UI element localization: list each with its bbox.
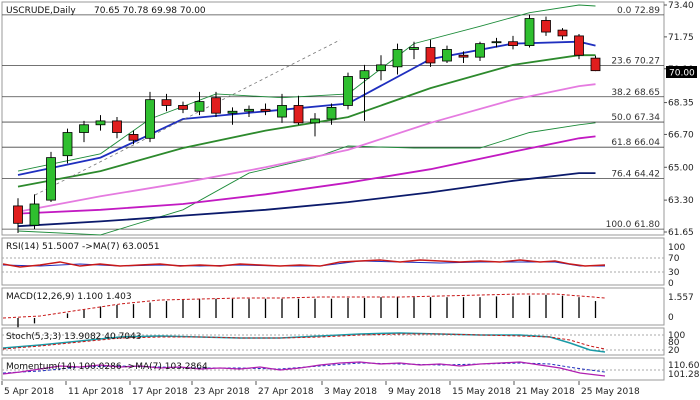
candle-body-23 [392, 49, 403, 68]
candle-body-21 [359, 70, 370, 79]
date-label-4: 27 Apr 2018 [258, 387, 314, 397]
date-label-9: 25 May 2018 [581, 387, 640, 397]
rsi-panel-frame [1, 237, 665, 286]
candle-body-17 [293, 105, 304, 124]
fib-levels: 0.0 72.89 23.6 70.27 38.2 68.65 50.0 67.34 6… [2, 6, 664, 230]
candle-body-10 [178, 105, 188, 110]
candle-body-15 [260, 108, 271, 112]
price-tick-7: 61.65 [668, 228, 694, 238]
candle-body-2 [46, 157, 56, 201]
moving-average-4 [17, 172, 596, 228]
candle-body-1 [29, 203, 40, 226]
date-label-0: 5 Apr 2018 [4, 387, 54, 397]
candle-body-22 [376, 64, 386, 72]
rsi-label: RSI(14) 51.5007 ->MA(7) 63.0051 [6, 242, 160, 252]
candle-body-29 [491, 41, 502, 44]
momentum-tick-top: 110.6096 [668, 361, 700, 371]
candle-body-19 [326, 106, 337, 120]
date-label-6: 9 May 2018 [388, 387, 441, 397]
moving-average-1 [17, 54, 596, 188]
fib-label-6: 100.0 61.80 [606, 220, 661, 230]
stoch-label: Stoch(5,3,3) 13.9082 40.7043 [6, 332, 141, 342]
price-tick-6: 63.30 [668, 196, 694, 206]
candles [13, 14, 601, 233]
date-label-8: 21 May 2018 [516, 387, 575, 397]
fib-label-2: 38.2 68.65 [611, 88, 660, 98]
date-label-3: 23 Apr 2018 [194, 387, 250, 397]
price-tick-5: 65.00 [668, 163, 694, 173]
candle-body-18 [310, 118, 320, 124]
candle-body-13 [227, 110, 238, 114]
date-label-2: 17 Apr 2018 [132, 387, 188, 397]
stoch-tick-100: 100 [668, 331, 685, 341]
candle-body-0 [13, 205, 23, 224]
candle-body-11 [194, 101, 205, 112]
candle-body-28 [475, 43, 485, 58]
symbol-label: USCRUDE,Daily [6, 6, 76, 16]
rsi-tick-30: 30 [668, 268, 680, 278]
candle-body-35 [590, 57, 601, 72]
moving-average-2 [17, 83, 596, 213]
price-tick-4: 66.70 [668, 130, 694, 140]
candle-body-16 [277, 105, 287, 118]
macd-histogram [17, 294, 597, 328]
candle-body-8 [145, 99, 155, 139]
rsi-tick-0: 0 [668, 279, 674, 289]
candle-body-3 [62, 132, 73, 157]
candle-body-25 [425, 47, 436, 64]
candle-body-30 [508, 41, 518, 46]
moving-average-3 [17, 135, 596, 215]
candle-body-24 [409, 47, 419, 50]
stoch-d-line [2, 333, 606, 350]
fib-label-4: 61.8 66.04 [611, 138, 660, 148]
momentum-line [2, 361, 606, 377]
candle-body-34 [574, 35, 584, 56]
candle-body-4 [79, 124, 89, 133]
price-tick-0: 73.40 [668, 1, 694, 11]
candle-body-31 [524, 18, 535, 46]
rsi-tick-100: 100 [668, 243, 685, 253]
ohlc-header: 70.65 70.78 69.98 70.00 [94, 6, 206, 16]
candle-body-33 [557, 29, 568, 37]
date-label-7: 15 May 2018 [452, 387, 511, 397]
macd-label: MACD(12,26,9) 1.100 1.403 [6, 292, 132, 302]
price-panel-frame [1, 1, 665, 236]
stoch-panel-frame [1, 327, 665, 356]
last-price-label: 70.00 [669, 69, 695, 79]
date-axis: 5 Apr 2018 11 Apr 2018 17 Apr 2018 23 Apr 2… [1, 381, 640, 397]
candle-body-27 [458, 54, 469, 58]
candle-body-9 [161, 99, 172, 106]
fib-label-3: 50.0 67.34 [611, 113, 660, 123]
macd-tick-zero: 0 [668, 313, 674, 323]
stoch-tick-20: 20 [668, 346, 680, 356]
last-price-badge [666, 66, 697, 78]
candle-body-14 [244, 108, 254, 112]
fib-label-5: 76.4 64.42 [611, 169, 660, 179]
macd-tick-top: 1.557 [668, 293, 694, 303]
price-tick-1: 71.75 [668, 33, 694, 43]
date-label-5: 3 May 2018 [324, 387, 377, 397]
candle-body-6 [112, 120, 122, 133]
momentum-tick-bottom: 101.2891 [668, 370, 700, 380]
candle-body-12 [211, 97, 221, 114]
fib-label-1: 23.6 70.27 [611, 56, 660, 66]
candle-body-20 [343, 76, 353, 106]
fib-label-0: 0.0 72.89 [617, 6, 660, 16]
momentum-label: Momentum(14) 100.0286 ->MA(7) 103.2864 [6, 362, 208, 372]
macd-panel-frame [1, 287, 665, 326]
momentum-panel-frame [1, 357, 665, 381]
candle-body-32 [541, 20, 551, 33]
rsi-line [2, 259, 606, 268]
stoch-tick-80: 80 [668, 338, 680, 348]
rsi-tick-70: 70 [668, 254, 680, 264]
price-tick-3: 68.35 [668, 99, 694, 109]
candle-body-26 [442, 49, 452, 62]
candle-body-7 [128, 134, 139, 141]
date-label-1: 11 Apr 2018 [68, 387, 124, 397]
candle-body-5 [95, 120, 106, 126]
